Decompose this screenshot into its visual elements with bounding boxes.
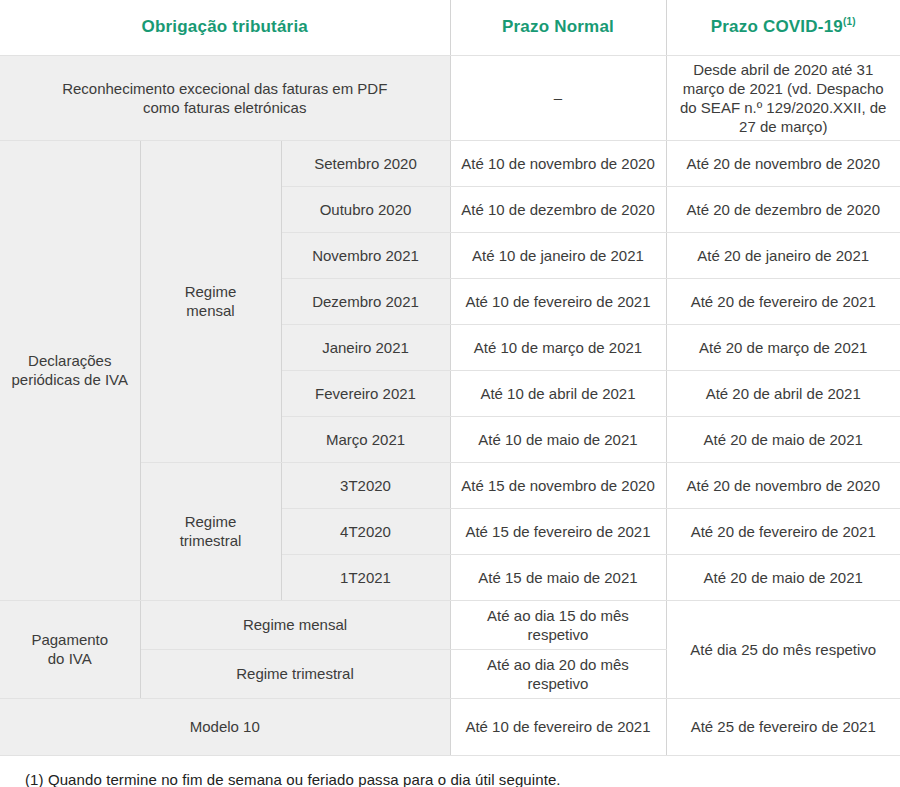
normal-deadline-cell: Até 10 de janeiro de 2021 bbox=[450, 232, 666, 278]
declarations-iva-label: Declarações periódicas de IVA bbox=[0, 140, 140, 600]
monthly-row-setembro: Declarações periódicas de IVA Regime men… bbox=[0, 140, 900, 186]
normal-deadline-cell: Até 10 de novembro de 2020 bbox=[450, 140, 666, 186]
payment-regime-label: Regime trimestral bbox=[140, 649, 450, 698]
covid-deadline-cell: Até 20 de janeiro de 2021 bbox=[666, 232, 900, 278]
header-prazo-covid: Prazo COVID-19(1) bbox=[666, 0, 900, 55]
regime-mensal-label: Regime mensal bbox=[140, 140, 281, 462]
period-cell: Dezembro 2021 bbox=[281, 278, 450, 324]
covid-deadline-cell: Até 20 de abril de 2021 bbox=[666, 370, 900, 416]
pdf-invoices-normal-deadline: – bbox=[450, 55, 666, 140]
tax-deadlines-table: Obrigação tributária Prazo Normal Prazo … bbox=[0, 0, 900, 756]
payment-regime-label: Regime mensal bbox=[140, 600, 450, 649]
pdf-invoices-label: Reconhecimento excecional das faturas em… bbox=[0, 55, 450, 140]
covid-deadline-cell: Até 20 de novembro de 2020 bbox=[666, 140, 900, 186]
header-prazo-normal-label: Prazo Normal bbox=[502, 17, 614, 36]
modelo10-label: Modelo 10 bbox=[0, 698, 450, 755]
period-cell: 3T2020 bbox=[281, 462, 450, 508]
header-obligation-label: Obrigação tributária bbox=[142, 17, 308, 36]
table-header-row: Obrigação tributária Prazo Normal Prazo … bbox=[0, 0, 900, 55]
normal-deadline-cell: Até 15 de fevereiro de 2021 bbox=[450, 508, 666, 554]
period-cell: Fevereiro 2021 bbox=[281, 370, 450, 416]
normal-deadline-cell: Até 10 de fevereiro de 2021 bbox=[450, 698, 666, 755]
normal-deadline-cell: Até ao dia 20 do mês respetivo bbox=[450, 649, 666, 698]
normal-deadline-cell: Até 10 de maio de 2021 bbox=[450, 416, 666, 462]
covid-deadline-cell: Até 20 de dezembro de 2020 bbox=[666, 186, 900, 232]
covid-deadline-cell: Até 20 de maio de 2021 bbox=[666, 554, 900, 600]
period-cell: 1T2021 bbox=[281, 554, 450, 600]
header-prazo-covid-label: Prazo COVID-19 bbox=[711, 17, 843, 36]
period-cell: Outubro 2020 bbox=[281, 186, 450, 232]
normal-deadline-cell: Até ao dia 15 do mês respetivo bbox=[450, 600, 666, 649]
period-cell: Setembro 2020 bbox=[281, 140, 450, 186]
payment-covid-deadline: Até dia 25 do mês respetivo bbox=[666, 600, 900, 698]
period-cell: Janeiro 2021 bbox=[281, 324, 450, 370]
normal-deadline-cell: Até 15 de maio de 2021 bbox=[450, 554, 666, 600]
pdf-invoices-row: Reconhecimento excecional das faturas em… bbox=[0, 55, 900, 140]
covid-deadline-cell: Até 20 de maio de 2021 bbox=[666, 416, 900, 462]
footnote-marker: (1) bbox=[843, 17, 856, 28]
covid-deadline-cell: Até 25 de fevereiro de 2021 bbox=[666, 698, 900, 755]
covid-deadline-cell: Até 20 de novembro de 2020 bbox=[666, 462, 900, 508]
modelo10-row: Modelo 10 Até 10 de fevereiro de 2021 At… bbox=[0, 698, 900, 755]
period-cell: Novembro 2021 bbox=[281, 232, 450, 278]
header-obligation: Obrigação tributária bbox=[0, 0, 450, 55]
header-prazo-normal: Prazo Normal bbox=[450, 0, 666, 55]
regime-trimestral-label: Regime trimestral bbox=[140, 462, 281, 600]
period-cell: Março 2021 bbox=[281, 416, 450, 462]
period-cell: 4T2020 bbox=[281, 508, 450, 554]
pdf-invoices-covid-deadline: Desde abril de 2020 até 31 março de 2021… bbox=[666, 55, 900, 140]
covid-deadline-cell: Até 20 de março de 2021 bbox=[666, 324, 900, 370]
normal-deadline-cell: Até 10 de março de 2021 bbox=[450, 324, 666, 370]
pagamento-iva-label: Pagamento do IVA bbox=[0, 600, 140, 698]
covid-deadline-cell: Até 20 de fevereiro de 2021 bbox=[666, 278, 900, 324]
covid-deadline-cell: Até 20 de fevereiro de 2021 bbox=[666, 508, 900, 554]
payment-row-mensal: Pagamento do IVA Regime mensal Até ao di… bbox=[0, 600, 900, 649]
normal-deadline-cell: Até 10 de dezembro de 2020 bbox=[450, 186, 666, 232]
footnote-text: (1) Quando termine no fim de semana ou f… bbox=[0, 756, 900, 787]
normal-deadline-cell: Até 10 de fevereiro de 2021 bbox=[450, 278, 666, 324]
normal-deadline-cell: Até 10 de abril de 2021 bbox=[450, 370, 666, 416]
normal-deadline-cell: Até 15 de novembro de 2020 bbox=[450, 462, 666, 508]
